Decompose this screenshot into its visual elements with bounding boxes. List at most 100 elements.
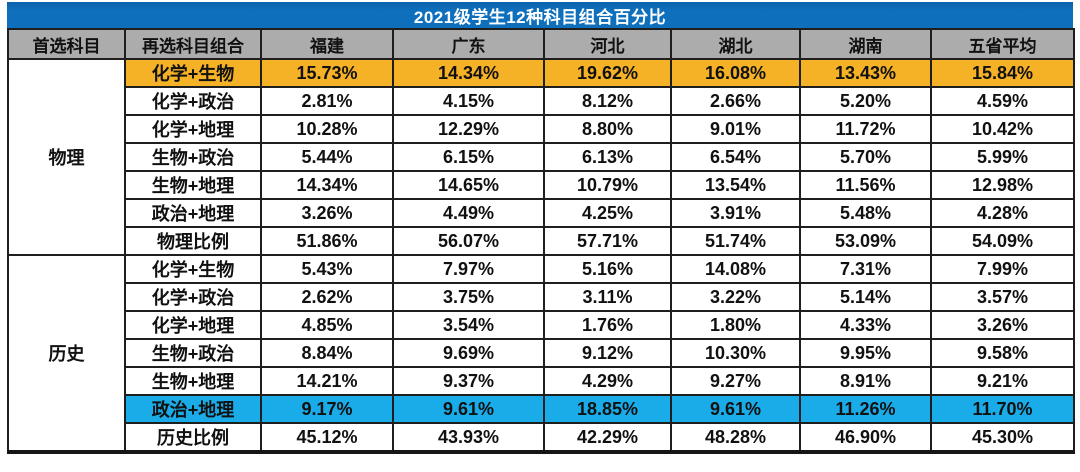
value-cell: 5.43%	[260, 254, 394, 284]
value-cell: 13.43%	[799, 58, 932, 88]
value-cell: 45.12%	[260, 422, 394, 453]
value-cell: 3.11%	[543, 282, 672, 312]
value-cell: 3.26%	[260, 198, 394, 228]
value-cell: 8.12%	[543, 86, 672, 116]
header-row: 首选科目 再选科目组合 福建 广东 河北 湖北 湖南 五省平均	[7, 28, 1075, 60]
combo-cell: 化学+地理	[124, 310, 262, 340]
value-cell: 56.07%	[392, 226, 545, 256]
value-cell: 51.74%	[670, 226, 801, 256]
value-cell: 46.90%	[799, 422, 932, 453]
value-cell: 14.21%	[260, 366, 394, 396]
value-cell: 8.91%	[799, 366, 932, 396]
value-cell: 3.91%	[670, 198, 801, 228]
title-bar: 2021级学生12种科目组合百分比	[7, 2, 1073, 28]
value-cell: 9.37%	[392, 366, 545, 396]
value-cell: 16.08%	[670, 58, 801, 88]
table-row: 历史比例 45.12% 43.93% 42.29% 48.28% 46.90% …	[8, 422, 1075, 453]
combo-cell: 化学+地理	[124, 114, 262, 144]
page-title: 2021级学生12种科目组合百分比	[413, 7, 667, 27]
combo-cell: 生物+政治	[124, 142, 262, 172]
value-cell: 4.28%	[930, 198, 1075, 228]
value-cell: 5.99%	[930, 142, 1075, 172]
value-cell: 3.26%	[930, 310, 1075, 340]
value-cell: 9.01%	[670, 114, 801, 144]
value-cell: 6.54%	[670, 142, 801, 172]
col-header-hunan: 湖南	[799, 28, 932, 60]
value-cell: 4.15%	[392, 86, 545, 116]
value-cell: 11.56%	[799, 170, 932, 200]
combo-cell: 化学+生物	[124, 58, 262, 88]
combo-cell: 生物+政治	[124, 338, 262, 368]
value-cell: 13.54%	[670, 170, 801, 200]
first-subject-cell-history: 历史	[7, 254, 126, 453]
value-cell: 4.29%	[543, 366, 672, 396]
value-cell: 5.48%	[799, 198, 932, 228]
table-row: 历史 化学+生物 5.43% 7.97% 5.16% 14.08% 7.31% …	[7, 254, 1075, 453]
value-cell: 51.86%	[260, 226, 394, 256]
value-cell: 9.17%	[260, 394, 394, 424]
value-cell: 43.93%	[392, 422, 545, 453]
combo-cell: 政治+地理	[124, 198, 262, 228]
value-cell: 7.97%	[392, 254, 545, 284]
value-cell: 14.08%	[670, 254, 801, 284]
value-cell: 45.30%	[930, 422, 1075, 453]
col-header-guangdong: 广东	[392, 28, 545, 60]
combo-cell: 政治+地理	[124, 394, 262, 424]
value-cell: 9.21%	[930, 366, 1075, 396]
value-cell: 15.84%	[930, 58, 1075, 88]
value-cell: 5.20%	[799, 86, 932, 116]
value-cell: 1.80%	[670, 310, 801, 340]
value-cell: 7.99%	[930, 254, 1075, 284]
value-cell: 11.70%	[930, 394, 1075, 424]
value-cell: 14.34%	[260, 170, 394, 200]
combo-cell: 化学+政治	[124, 282, 262, 312]
table-row: 物理 化学+生物 15.73% 14.34% 19.62% 16.08% 13.…	[7, 58, 1075, 256]
value-cell: 54.09%	[930, 226, 1075, 256]
table-row: 化学+政治 2.81% 4.15% 8.12% 2.66% 5.20% 4.59…	[8, 86, 1075, 116]
value-cell: 11.26%	[799, 394, 932, 424]
table-row: 物理比例 51.86% 56.07% 57.71% 51.74% 53.09% …	[8, 226, 1075, 256]
table-row: 生物+政治 5.44% 6.15% 6.13% 6.54% 5.70% 5.99…	[8, 142, 1075, 172]
value-cell: 4.49%	[392, 198, 545, 228]
col-header-hebei: 河北	[543, 28, 672, 60]
combo-cell: 历史比例	[124, 422, 262, 453]
value-cell: 1.76%	[543, 310, 672, 340]
value-cell: 9.27%	[670, 366, 801, 396]
combo-cell: 物理比例	[124, 226, 262, 256]
value-cell: 8.80%	[543, 114, 672, 144]
value-cell: 8.84%	[260, 338, 394, 368]
combo-cell: 生物+地理	[124, 366, 262, 396]
value-cell: 5.14%	[799, 282, 932, 312]
table-row: 生物+地理 14.34% 14.65% 10.79% 13.54% 11.56%…	[8, 170, 1075, 200]
value-cell: 3.22%	[670, 282, 801, 312]
table-row: 政治+地理 9.17% 9.61% 18.85% 9.61% 11.26% 11…	[8, 394, 1075, 424]
value-cell: 5.70%	[799, 142, 932, 172]
col-header-fujian: 福建	[260, 28, 394, 60]
value-cell: 14.34%	[392, 58, 545, 88]
table-row: 化学+政治 2.62% 3.75% 3.11% 3.22% 5.14% 3.57…	[8, 282, 1075, 312]
value-cell: 11.72%	[799, 114, 932, 144]
combo-cell: 化学+生物	[124, 254, 262, 284]
value-cell: 10.28%	[260, 114, 394, 144]
value-cell: 10.30%	[670, 338, 801, 368]
value-cell: 10.42%	[930, 114, 1075, 144]
value-cell: 7.31%	[799, 254, 932, 284]
value-cell: 12.29%	[392, 114, 545, 144]
value-cell: 9.61%	[670, 394, 801, 424]
value-cell: 3.75%	[392, 282, 545, 312]
value-cell: 10.79%	[543, 170, 672, 200]
combo-cell: 化学+政治	[124, 86, 262, 116]
value-cell: 2.81%	[260, 86, 394, 116]
table-row: 化学+地理 4.85% 3.54% 1.76% 1.80% 4.33% 3.26…	[8, 310, 1075, 340]
value-cell: 4.59%	[930, 86, 1075, 116]
value-cell: 9.95%	[799, 338, 932, 368]
col-header-five-province-avg: 五省平均	[930, 28, 1075, 60]
value-cell: 4.33%	[799, 310, 932, 340]
value-cell: 14.65%	[392, 170, 545, 200]
value-cell: 2.66%	[670, 86, 801, 116]
table-row: 生物+政治 8.84% 9.69% 9.12% 10.30% 9.95% 9.5…	[8, 338, 1075, 368]
col-header-combo: 再选科目组合	[124, 28, 262, 60]
value-cell: 15.73%	[260, 58, 394, 88]
value-cell: 57.71%	[543, 226, 672, 256]
